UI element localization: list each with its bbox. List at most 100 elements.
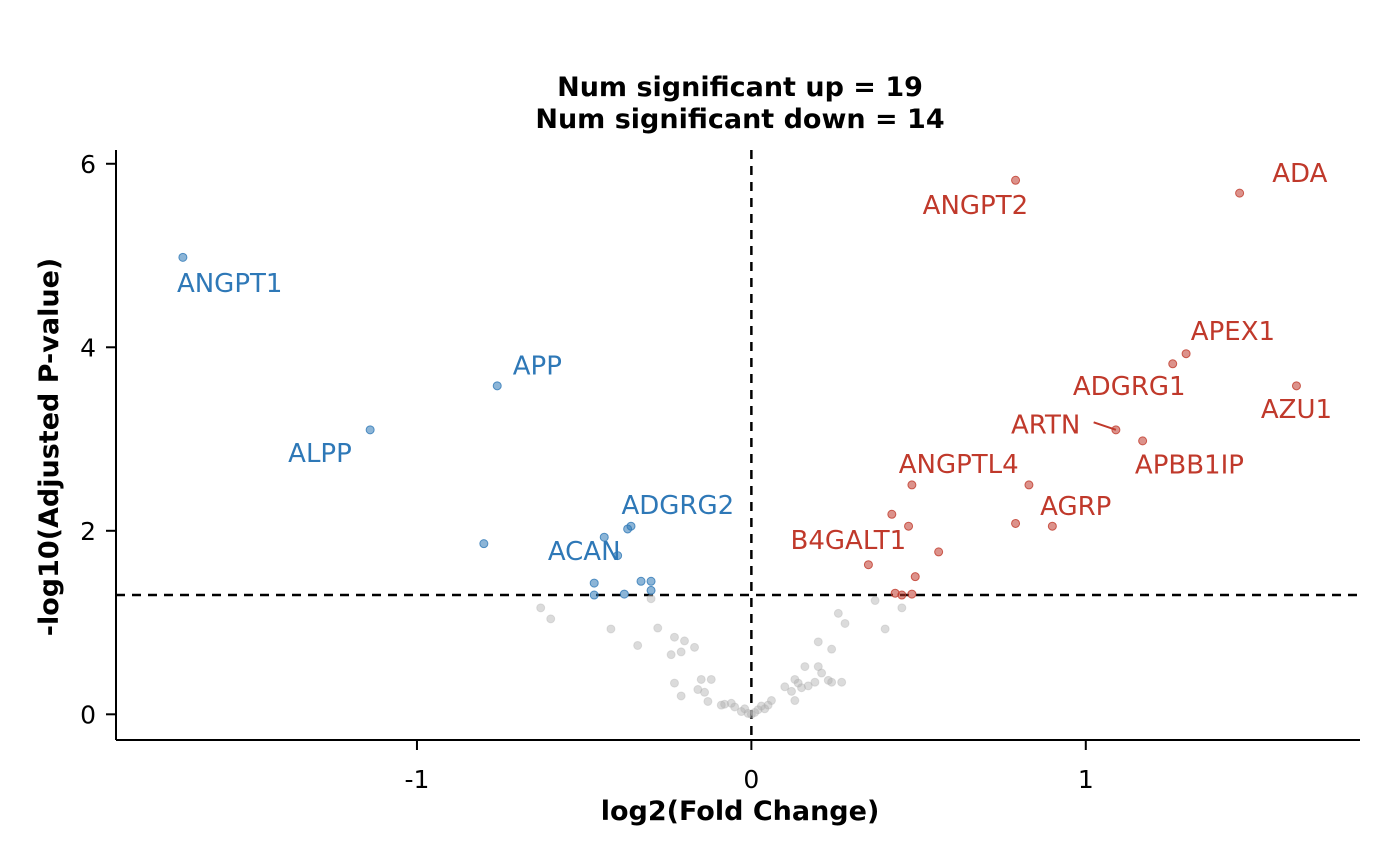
up-point	[863, 560, 873, 570]
ns-point	[706, 674, 716, 684]
down-point	[613, 551, 623, 561]
up-point	[1235, 188, 1245, 198]
ns-point	[750, 707, 760, 717]
ns-point	[740, 704, 750, 714]
up-point	[897, 590, 907, 600]
down-point	[619, 589, 629, 599]
ns-point	[693, 685, 703, 695]
ns-point	[690, 642, 700, 652]
ns-point	[669, 678, 679, 688]
ns-point	[716, 700, 726, 710]
gene-label-adgrg1: ADGRG1	[1073, 372, 1186, 402]
ns-point	[606, 624, 616, 634]
up-point	[910, 572, 920, 582]
ns-point	[897, 603, 907, 613]
up-point	[1168, 359, 1178, 369]
y-tick-label: 0	[80, 700, 96, 729]
ns-point	[753, 705, 763, 715]
ns-point	[813, 662, 823, 672]
gene-label-angpt2: ANGPT2	[923, 191, 1029, 221]
x-tick-label: 0	[743, 765, 759, 794]
ns-point	[766, 696, 776, 706]
up-point	[904, 521, 914, 531]
ns-point	[813, 637, 823, 647]
ns-point	[700, 687, 710, 697]
gene-label-apex1: APEX1	[1191, 317, 1275, 347]
down-point	[646, 576, 656, 586]
ns-point	[669, 632, 679, 642]
up-point	[1291, 381, 1301, 391]
down-point	[479, 539, 489, 549]
ns-point	[810, 677, 820, 687]
ns-point	[666, 650, 676, 660]
threshold-lines	[116, 150, 1360, 740]
down-point	[599, 532, 609, 542]
ns-point	[880, 624, 890, 634]
ns-point	[736, 707, 746, 717]
gene-label-angptl4: ANGPTL4	[899, 450, 1019, 480]
up-point	[934, 547, 944, 557]
down-point	[589, 590, 599, 600]
data-points	[178, 175, 1301, 719]
gene-label-b4galt1: B4GALT1	[791, 526, 907, 556]
ns-point	[536, 603, 546, 613]
up-point	[1011, 175, 1021, 185]
x-axis-title: log2(Fold Change)	[601, 796, 880, 827]
ns-point	[676, 691, 686, 701]
ns-point	[797, 683, 807, 693]
ns-point	[679, 636, 689, 646]
down-point	[178, 252, 188, 262]
ns-point	[833, 608, 843, 618]
x-tick-label: 1	[1078, 765, 1094, 794]
ns-point	[756, 701, 766, 711]
up-point	[907, 589, 917, 599]
gene-label-agrp: AGRP	[1040, 492, 1111, 522]
up-point	[1024, 480, 1034, 490]
gene-label-acan: ACAN	[548, 537, 621, 567]
ns-point	[800, 662, 810, 672]
ns-point	[793, 678, 803, 688]
ns-point	[870, 596, 880, 606]
ns-point	[760, 704, 770, 714]
ns-point	[720, 699, 730, 709]
chart-title-line1: Num significant up = 19	[557, 72, 923, 103]
gene-label-apbb1ip: APBB1IP	[1135, 451, 1244, 481]
ns-point	[787, 686, 797, 696]
ns-point	[803, 681, 813, 691]
ns-point	[746, 709, 756, 719]
gene-label-angpt1: ANGPT1	[177, 269, 283, 299]
chart-title-line2: Num significant down = 14	[535, 104, 944, 135]
up-point	[1011, 518, 1021, 528]
ns-point	[546, 614, 556, 624]
ns-point	[653, 623, 663, 633]
label-leader-line	[1093, 421, 1117, 431]
up-point	[1138, 436, 1148, 446]
ns-point	[726, 698, 736, 708]
up-point	[1047, 521, 1057, 531]
gene-label-adgrg2: ADGRG2	[621, 491, 734, 521]
y-tick-label: 4	[80, 333, 96, 362]
ns-point	[823, 675, 833, 685]
x-tick-label: -1	[404, 765, 429, 794]
ns-point	[676, 647, 686, 657]
ns-point	[696, 674, 706, 684]
gene-label-azu1: AZU1	[1261, 395, 1332, 425]
ns-point	[780, 682, 790, 692]
ns-point	[633, 640, 643, 650]
axes: -1 0 1 0 2 4 6	[80, 150, 1360, 794]
gene-label-artn: ARTN	[1011, 410, 1080, 440]
ns-point	[790, 674, 800, 684]
down-point	[589, 578, 599, 588]
ns-point	[827, 677, 837, 687]
up-point	[887, 509, 897, 519]
y-axis-title: -log10(Adjusted P-value)	[34, 258, 65, 636]
up-point	[907, 480, 917, 490]
ns-point	[703, 696, 713, 706]
ns-point	[790, 696, 800, 706]
ns-point	[730, 702, 740, 712]
ns-point	[743, 708, 753, 718]
down-point	[646, 585, 656, 595]
up-point	[1181, 349, 1191, 359]
